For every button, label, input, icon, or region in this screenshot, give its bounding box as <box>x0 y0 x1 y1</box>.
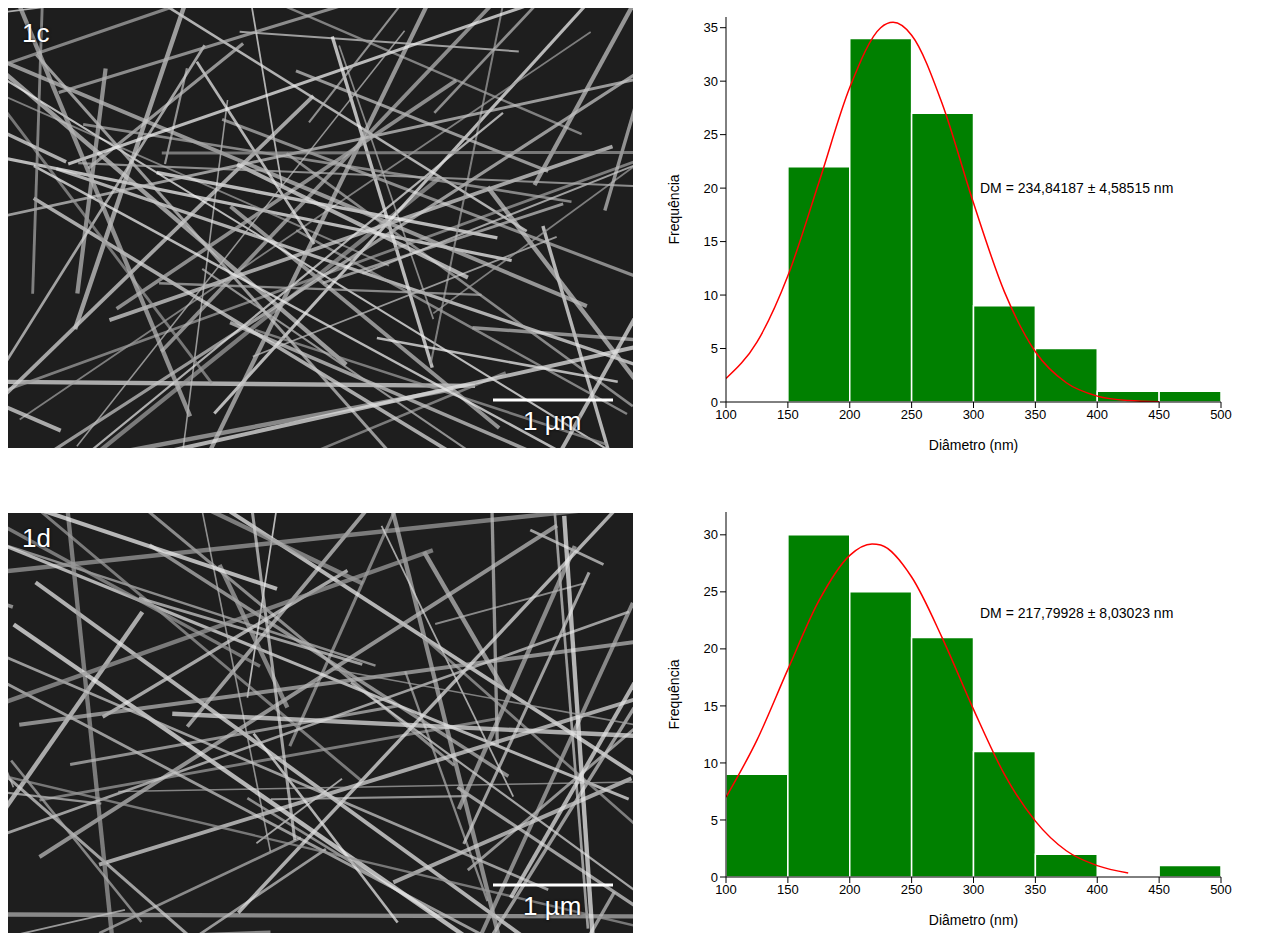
svg-text:Diâmetro (nm): Diâmetro (nm) <box>929 912 1018 928</box>
svg-text:30: 30 <box>704 74 718 89</box>
svg-text:100: 100 <box>715 407 737 422</box>
html-text:1 µm: 1 µm <box>523 406 582 436</box>
html-text:1d: 1d <box>22 523 51 553</box>
svg-text:15: 15 <box>704 234 718 249</box>
svg-text:0: 0 <box>711 395 718 410</box>
svg-text:500: 500 <box>1210 407 1232 422</box>
svg-text:5: 5 <box>711 813 718 828</box>
svg-text:500: 500 <box>1210 882 1232 897</box>
svg-text:400: 400 <box>1086 882 1108 897</box>
html-text:DM = 217,79928 ± 8,03023 nm: DM = 217,79928 ± 8,03023 nm <box>980 605 1174 621</box>
svg-text:100: 100 <box>715 882 737 897</box>
svg-text:300: 300 <box>963 407 985 422</box>
svg-text:250: 250 <box>901 882 923 897</box>
svg-text:300: 300 <box>963 882 985 897</box>
svg-text:150: 150 <box>777 882 799 897</box>
svg-text:20: 20 <box>704 181 718 196</box>
svg-text:150: 150 <box>777 407 799 422</box>
svg-text:450: 450 <box>1148 407 1170 422</box>
svg-text:10: 10 <box>704 288 718 303</box>
svg-text:350: 350 <box>1025 407 1047 422</box>
svg-text:350: 350 <box>1025 882 1047 897</box>
svg-text:5: 5 <box>711 341 718 356</box>
html-text:1c: 1c <box>22 18 50 48</box>
svg-text:35: 35 <box>704 20 718 35</box>
svg-text:250: 250 <box>901 407 923 422</box>
svg-text:Frequência: Frequência <box>666 174 682 244</box>
svg-text:25: 25 <box>704 127 718 142</box>
svg-text:Frequência: Frequência <box>666 659 682 729</box>
svg-text:200: 200 <box>839 882 861 897</box>
svg-text:400: 400 <box>1086 407 1108 422</box>
svg-text:15: 15 <box>704 699 718 714</box>
svg-text:30: 30 <box>704 527 718 542</box>
svg-text:25: 25 <box>704 584 718 599</box>
svg-text:20: 20 <box>704 641 718 656</box>
svg-text:0: 0 <box>711 870 718 885</box>
svg-text:10: 10 <box>704 756 718 771</box>
svg-text:450: 450 <box>1148 882 1170 897</box>
html-text:1 µm: 1 µm <box>523 891 582 921</box>
svg-text:200: 200 <box>839 407 861 422</box>
svg-text:Diâmetro (nm): Diâmetro (nm) <box>929 437 1018 453</box>
html-text:DM = 234,84187 ± 4,58515 nm: DM = 234,84187 ± 4,58515 nm <box>980 180 1174 196</box>
